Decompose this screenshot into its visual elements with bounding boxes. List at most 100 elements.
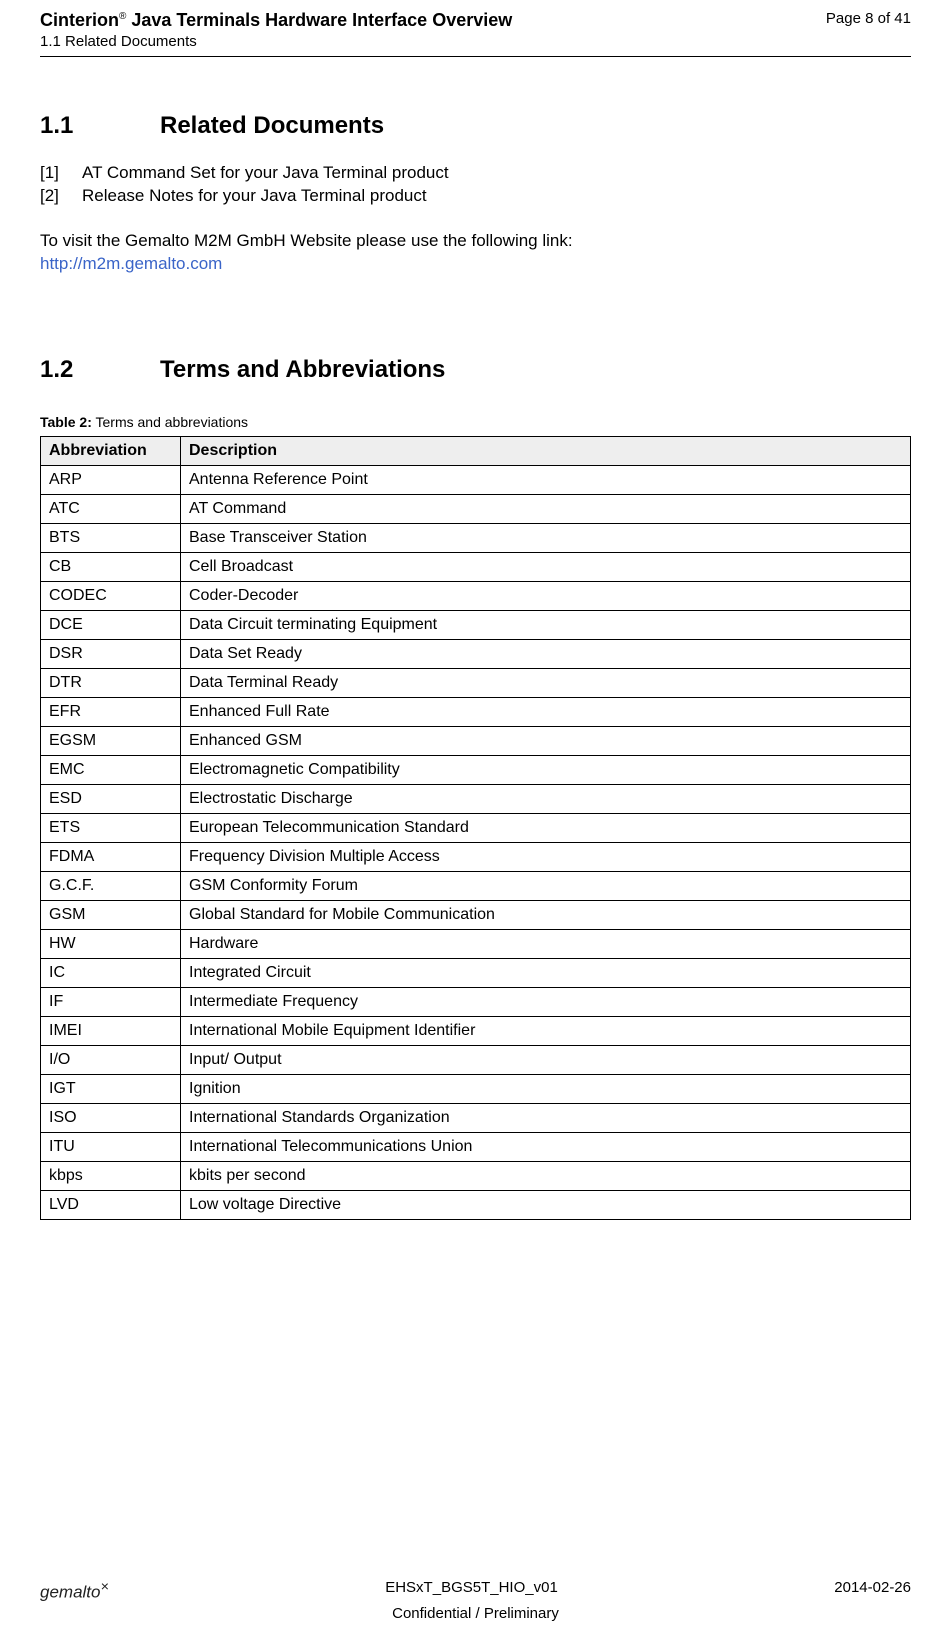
- desc-cell: Cell Broadcast: [181, 552, 911, 581]
- table-row: ITUInternational Telecommunications Unio…: [41, 1132, 911, 1161]
- desc-cell: kbits per second: [181, 1161, 911, 1190]
- abbr-cell: G.C.F.: [41, 871, 181, 900]
- header-left: Cinterion® Java Terminals Hardware Inter…: [40, 10, 512, 50]
- desc-cell: Base Transceiver Station: [181, 523, 911, 552]
- brand-text: gemalto: [40, 1583, 100, 1602]
- reference-text: Release Notes for your Java Terminal pro…: [82, 185, 427, 208]
- brand-logo: gemalto×: [40, 1579, 109, 1603]
- abbr-cell: IGT: [41, 1074, 181, 1103]
- confidentiality: Confidential / Preliminary: [40, 1605, 911, 1622]
- table-row: kbpskbits per second: [41, 1161, 911, 1190]
- table-caption: Table 2: Terms and abbreviations: [40, 414, 911, 430]
- abbr-cell: LVD: [41, 1190, 181, 1219]
- table-row: ISOInternational Standards Organization: [41, 1103, 911, 1132]
- table-body: ARPAntenna Reference Point ATCAT Command…: [41, 465, 911, 1219]
- page-header: Cinterion® Java Terminals Hardware Inter…: [40, 0, 911, 50]
- section-1-number: 1.1: [40, 112, 160, 140]
- desc-cell: Data Circuit terminating Equipment: [181, 610, 911, 639]
- desc-cell: International Standards Organization: [181, 1103, 911, 1132]
- section-2-number: 1.2: [40, 356, 160, 384]
- table-header-row: Abbreviation Description: [41, 436, 911, 465]
- table-caption-text: Terms and abbreviations: [92, 414, 248, 430]
- abbr-cell: ATC: [41, 494, 181, 523]
- table-row: GSMGlobal Standard for Mobile Communicat…: [41, 900, 911, 929]
- table-row: DTRData Terminal Ready: [41, 668, 911, 697]
- desc-cell: Integrated Circuit: [181, 958, 911, 987]
- abbr-cell: kbps: [41, 1161, 181, 1190]
- section-2-heading: 1.2Terms and Abbreviations: [40, 356, 911, 384]
- table-row: EFREnhanced Full Rate: [41, 697, 911, 726]
- reference-tag: [2]: [40, 185, 82, 208]
- abbr-cell: IC: [41, 958, 181, 987]
- reference-text: AT Command Set for your Java Terminal pr…: [82, 162, 449, 185]
- abbr-cell: EGSM: [41, 726, 181, 755]
- abbr-cell: ARP: [41, 465, 181, 494]
- reference-item: [1] AT Command Set for your Java Termina…: [40, 162, 911, 185]
- desc-cell: Enhanced Full Rate: [181, 697, 911, 726]
- abbr-cell: ESD: [41, 784, 181, 813]
- reference-list: [1] AT Command Set for your Java Termina…: [40, 162, 911, 208]
- desc-cell: Global Standard for Mobile Communication: [181, 900, 911, 929]
- desc-cell: Electrostatic Discharge: [181, 784, 911, 813]
- abbr-cell: DCE: [41, 610, 181, 639]
- table-row: IGTIgnition: [41, 1074, 911, 1103]
- doc-title: Cinterion® Java Terminals Hardware Inter…: [40, 10, 512, 31]
- reference-tag: [1]: [40, 162, 82, 185]
- abbr-cell: EMC: [41, 755, 181, 784]
- table-row: ESDElectrostatic Discharge: [41, 784, 911, 813]
- table-row: CBCell Broadcast: [41, 552, 911, 581]
- table-row: IMEIInternational Mobile Equipment Ident…: [41, 1016, 911, 1045]
- desc-cell: Enhanced GSM: [181, 726, 911, 755]
- col-description: Description: [181, 436, 911, 465]
- page-footer: gemalto× EHSxT_BGS5T_HIO_v01 2014-02-26 …: [40, 1579, 911, 1622]
- table-row: ATCAT Command: [41, 494, 911, 523]
- desc-cell: Antenna Reference Point: [181, 465, 911, 494]
- header-subsection: 1.1 Related Documents: [40, 33, 512, 50]
- table-row: LVDLow voltage Directive: [41, 1190, 911, 1219]
- abbr-cell: ETS: [41, 813, 181, 842]
- website-paragraph: To visit the Gemalto M2M GmbH Website pl…: [40, 230, 911, 276]
- table-row: G.C.F.GSM Conformity Forum: [41, 871, 911, 900]
- col-abbreviation: Abbreviation: [41, 436, 181, 465]
- abbr-cell: IF: [41, 987, 181, 1016]
- desc-cell: AT Command: [181, 494, 911, 523]
- desc-cell: Intermediate Frequency: [181, 987, 911, 1016]
- section-1-heading: 1.1Related Documents: [40, 112, 911, 140]
- desc-cell: International Mobile Equipment Identifie…: [181, 1016, 911, 1045]
- table-caption-label: Table 2:: [40, 414, 92, 430]
- abbreviations-table: Abbreviation Description ARPAntenna Refe…: [40, 436, 911, 1220]
- abbr-cell: DSR: [41, 639, 181, 668]
- abbr-cell: DTR: [41, 668, 181, 697]
- header-rule: [40, 56, 911, 57]
- desc-cell: Electromagnetic Compatibility: [181, 755, 911, 784]
- table-row: DSRData Set Ready: [41, 639, 911, 668]
- desc-cell: International Telecommunications Union: [181, 1132, 911, 1161]
- abbr-cell: CB: [41, 552, 181, 581]
- title-suffix: Java Terminals Hardware Interface Overvi…: [126, 10, 512, 30]
- website-text: To visit the Gemalto M2M GmbH Website pl…: [40, 231, 573, 250]
- desc-cell: Frequency Division Multiple Access: [181, 842, 911, 871]
- abbr-cell: FDMA: [41, 842, 181, 871]
- abbr-cell: ITU: [41, 1132, 181, 1161]
- desc-cell: Input/ Output: [181, 1045, 911, 1074]
- abbr-cell: ISO: [41, 1103, 181, 1132]
- abbr-cell: EFR: [41, 697, 181, 726]
- table-row: DCEData Circuit terminating Equipment: [41, 610, 911, 639]
- table-row: ICIntegrated Circuit: [41, 958, 911, 987]
- abbr-cell: GSM: [41, 900, 181, 929]
- table-row: HWHardware: [41, 929, 911, 958]
- desc-cell: Ignition: [181, 1074, 911, 1103]
- table-row: CODECCoder-Decoder: [41, 581, 911, 610]
- title-prefix: Cinterion: [40, 10, 119, 30]
- brand-mark-icon: ×: [100, 1579, 108, 1595]
- table-row: EMCElectromagnetic Compatibility: [41, 755, 911, 784]
- abbr-cell: BTS: [41, 523, 181, 552]
- table-row: I/OInput/ Output: [41, 1045, 911, 1074]
- abbr-cell: IMEI: [41, 1016, 181, 1045]
- table-row: ETSEuropean Telecommunication Standard: [41, 813, 911, 842]
- table-row: ARPAntenna Reference Point: [41, 465, 911, 494]
- abbr-cell: HW: [41, 929, 181, 958]
- table-row: FDMAFrequency Division Multiple Access: [41, 842, 911, 871]
- doc-id: EHSxT_BGS5T_HIO_v01: [109, 1579, 835, 1603]
- website-link[interactable]: http://m2m.gemalto.com: [40, 254, 222, 273]
